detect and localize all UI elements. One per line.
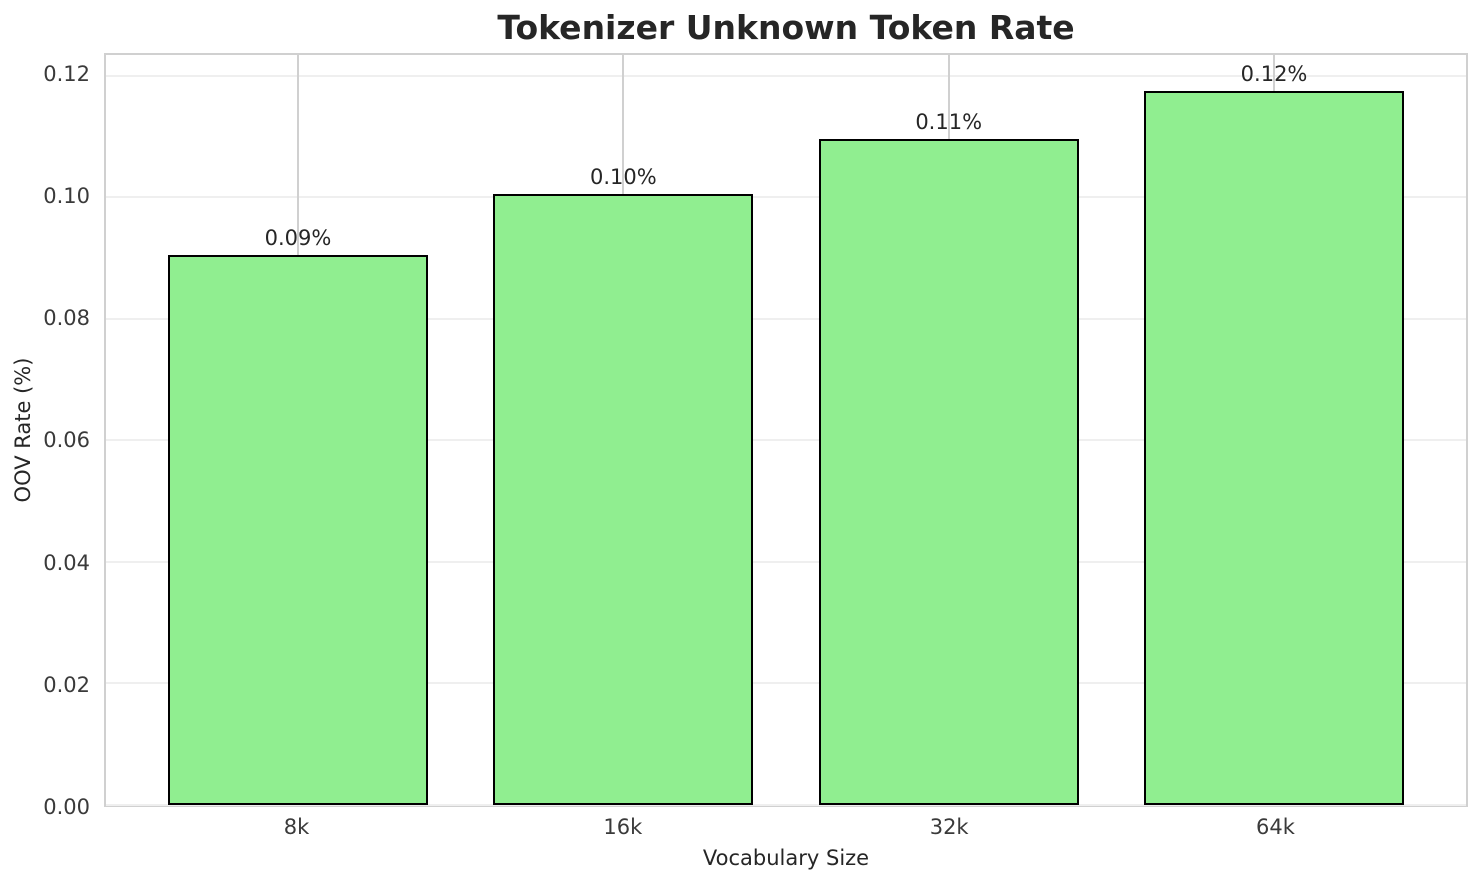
y-grid-line (106, 74, 1466, 77)
x-tick-label: 64k (1256, 815, 1295, 839)
y-tick-label: 0.10 (43, 183, 90, 208)
y-tick-label: 0.08 (43, 306, 90, 331)
chart-title: Tokenizer Unknown Token Rate (497, 8, 1075, 47)
y-grid-line (106, 317, 1466, 320)
y-grid-line (106, 196, 1466, 199)
y-grid-line (106, 439, 1466, 442)
bar-64k (1143, 90, 1405, 805)
y-grid-line (106, 560, 1466, 563)
y-tick-label: 0.00 (43, 795, 90, 819)
bar-value-label: 0.12% (1240, 61, 1308, 86)
bar-16k (493, 194, 754, 805)
x-axis-label: Vocabulary Size (702, 846, 870, 870)
x-tick-label: 32k (929, 815, 969, 839)
y-grid-line (106, 804, 1466, 806)
bar-value-label: 0.09% (264, 225, 332, 250)
bar-32k (818, 139, 1079, 805)
y-tick-label: 0.02 (43, 672, 90, 697)
y-grid-line (106, 682, 1466, 685)
x-tick-label: 16k (603, 815, 643, 839)
bar-value-label: 0.10% (589, 165, 657, 190)
y-tick-label: 0.04 (43, 550, 90, 575)
bar-8k (167, 254, 429, 805)
bar-value-label: 0.11% (915, 110, 983, 135)
x-tick-label: 8k (283, 815, 310, 839)
y-tick-label: 0.06 (43, 428, 90, 453)
y-tick-label: 0.12 (43, 61, 90, 86)
plot-area: 0.09% 0.10% 0.11% 0.12% (104, 53, 1468, 807)
